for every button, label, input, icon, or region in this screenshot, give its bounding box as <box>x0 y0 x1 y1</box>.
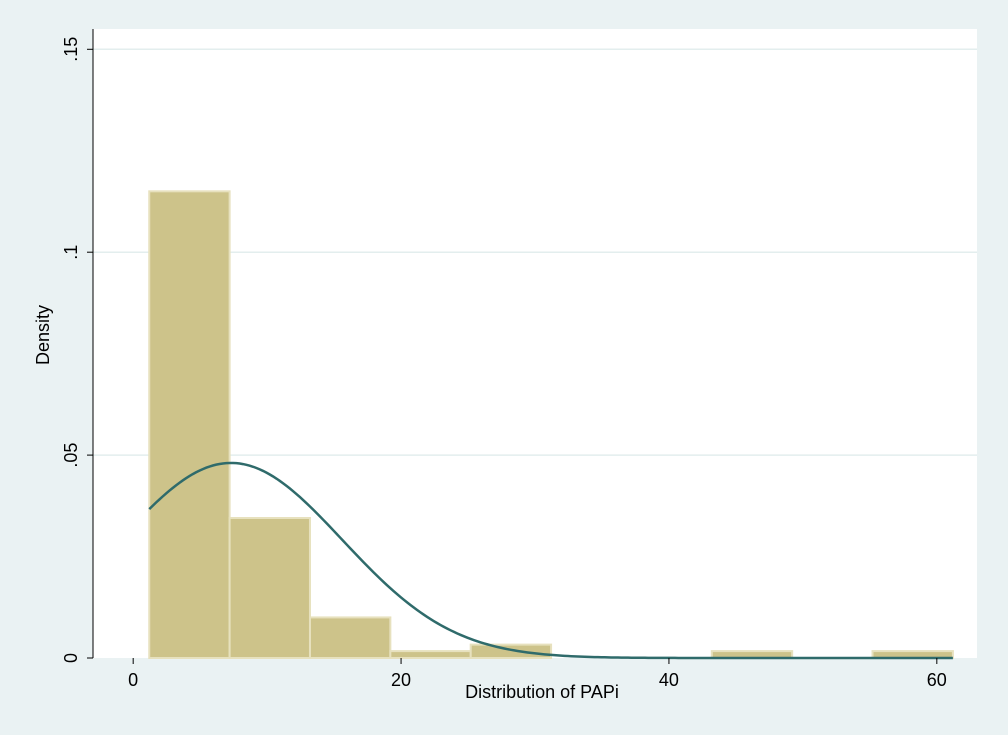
grid-lines <box>93 48 977 456</box>
histogram-bar <box>389 650 472 660</box>
y-axis-title: Density <box>33 305 53 365</box>
x-tick-label: 40 <box>659 670 679 690</box>
y-tick-label: .15 <box>61 37 81 62</box>
x-axis-title: Distribution of PAPi <box>465 682 619 702</box>
x-axis-ticks: 0 20 40 60 <box>128 658 947 690</box>
y-tick-label: .1 <box>61 245 81 260</box>
y-axis-ticks: 0 .05 .1 .15 <box>61 37 93 663</box>
x-tick-label: 60 <box>927 670 947 690</box>
histogram-bar <box>308 616 392 660</box>
y-tick-label: 0 <box>61 653 81 663</box>
normal-density-curve <box>148 461 953 660</box>
histogram-bar <box>148 190 231 660</box>
histogram-bar <box>469 643 553 660</box>
histogram-bar <box>228 516 311 659</box>
x-tick-label: 0 <box>128 670 138 690</box>
y-tick-label: .05 <box>61 443 81 468</box>
x-tick-label: 20 <box>391 670 411 690</box>
histogram-bars <box>148 190 954 660</box>
